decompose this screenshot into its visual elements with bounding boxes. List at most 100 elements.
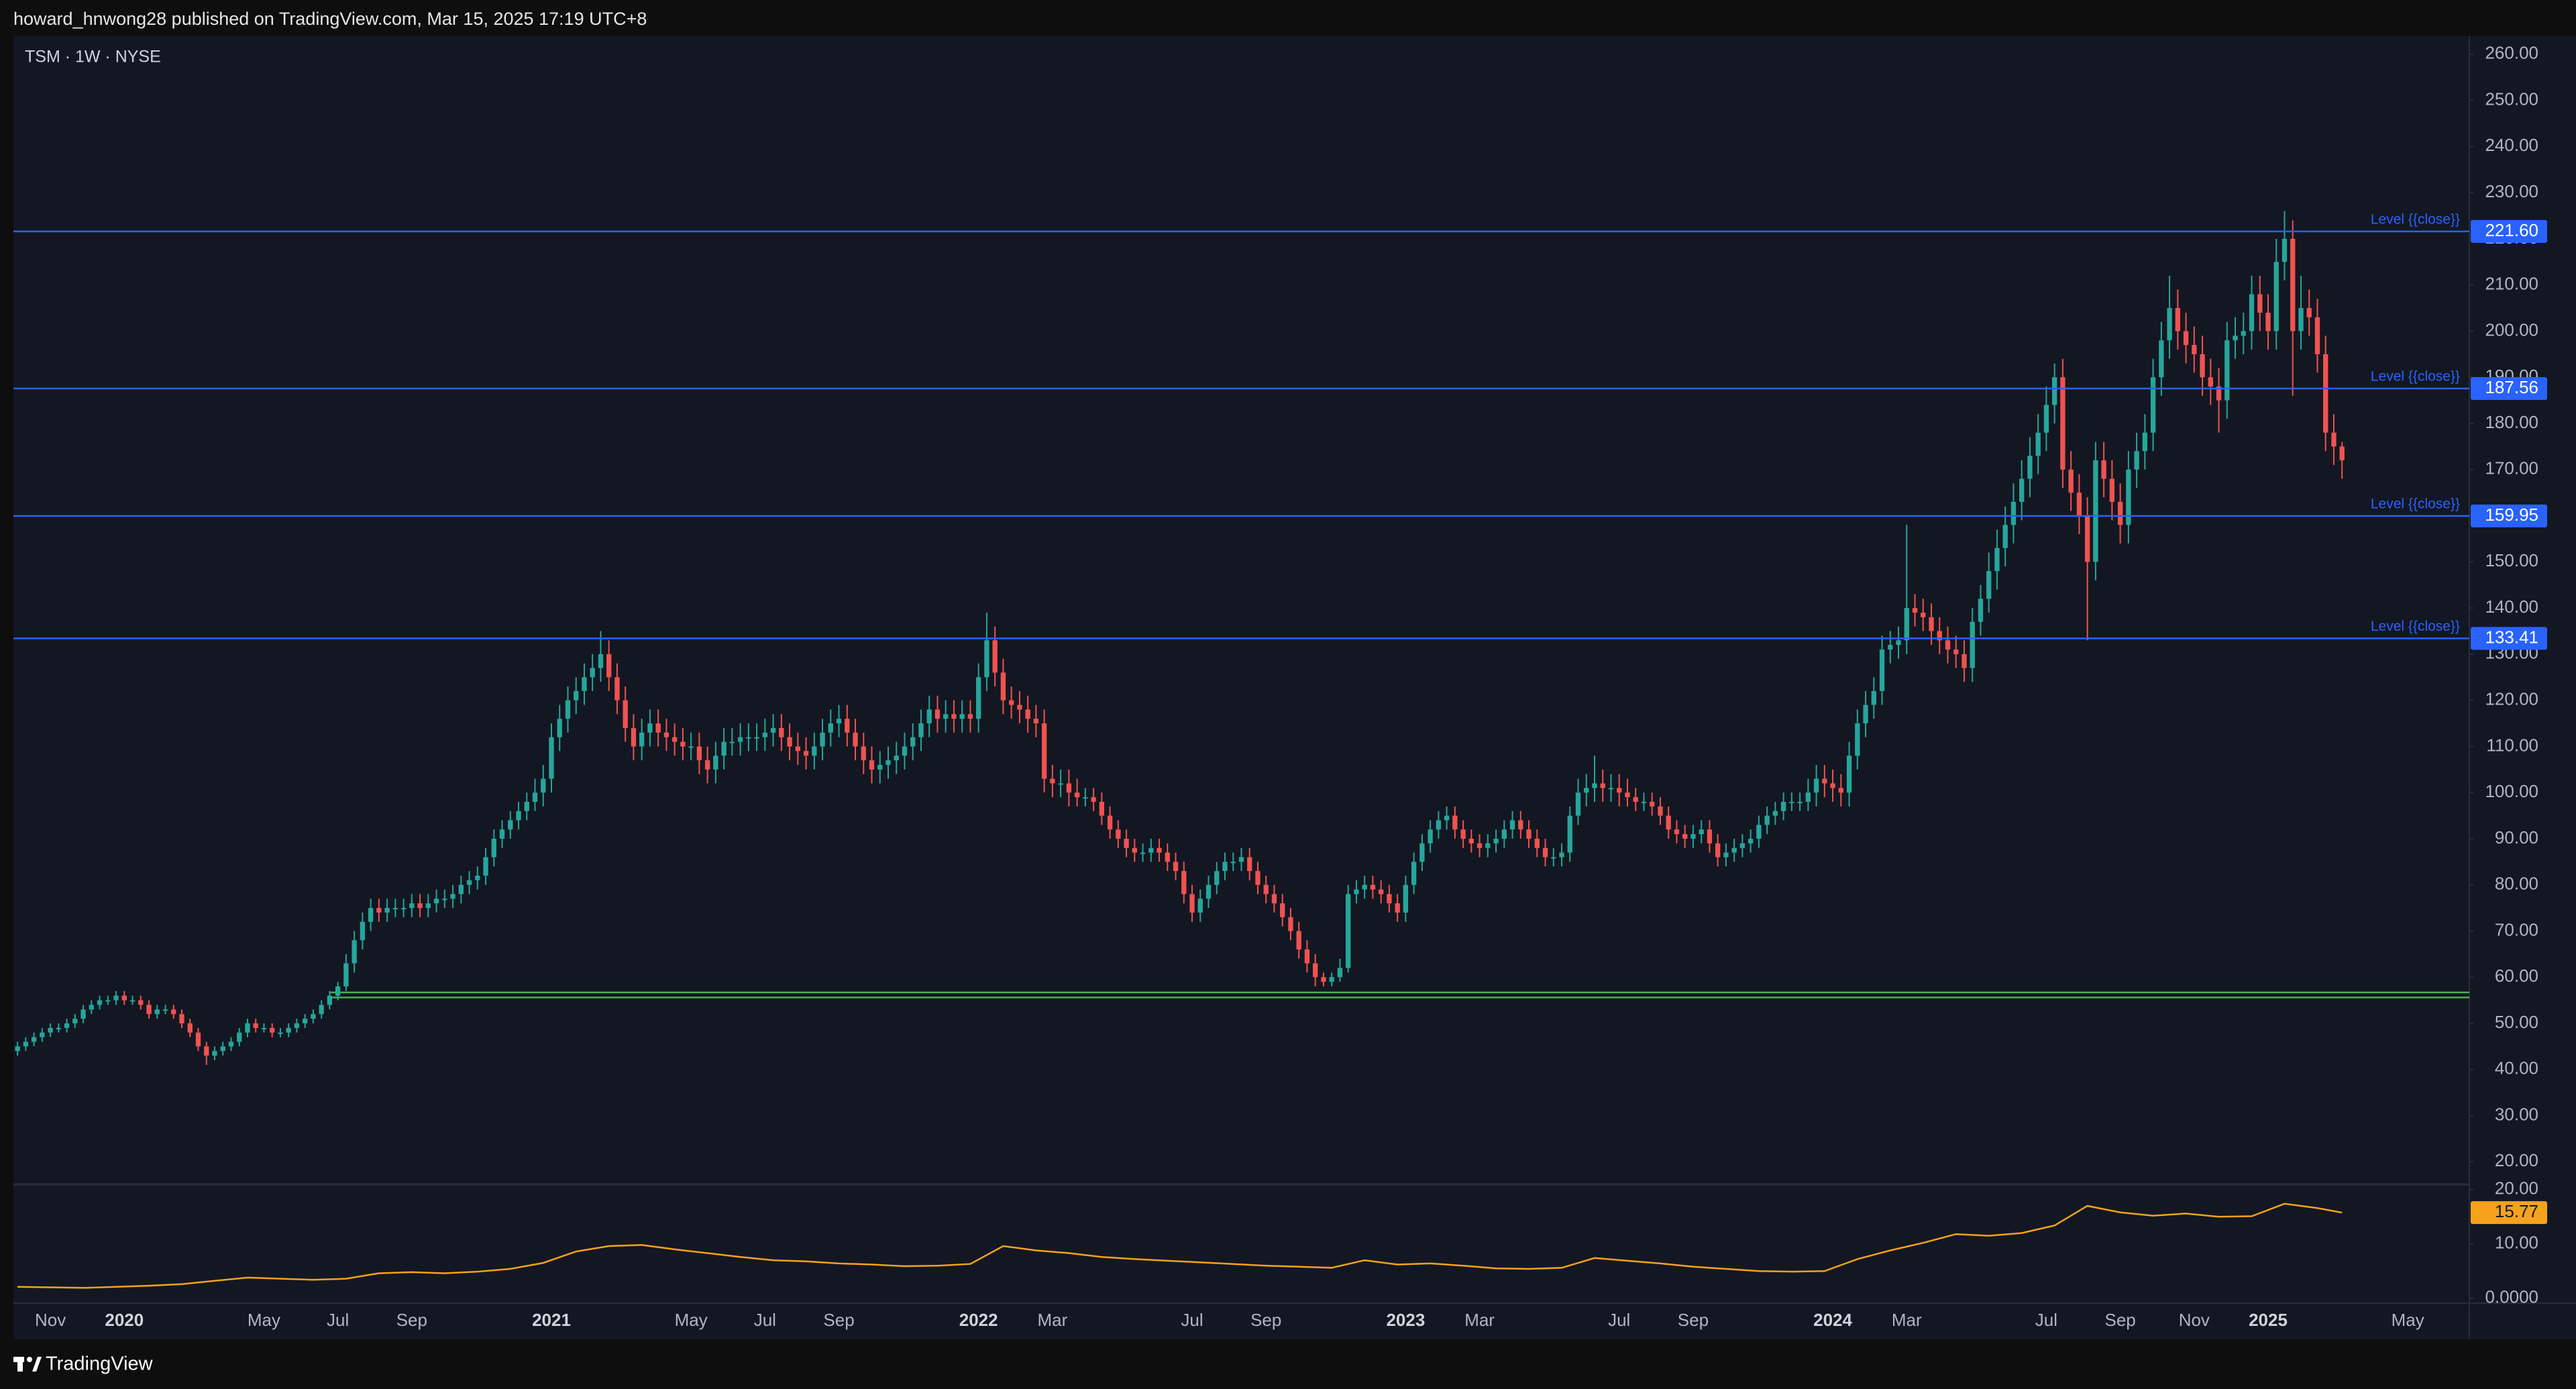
candle-body — [976, 677, 981, 719]
candle-body — [1403, 884, 1409, 913]
candle-body — [376, 908, 382, 913]
candle-body — [1912, 608, 1918, 613]
candle-body — [228, 1041, 234, 1047]
candle-body — [836, 719, 842, 724]
candle-body — [1017, 705, 1022, 710]
candle-body — [2233, 336, 2238, 341]
candle-body — [1444, 815, 1450, 821]
publish-info: howard_hnwong28 published on TradingView… — [13, 9, 647, 29]
candle-body — [1526, 829, 1532, 839]
candle-body — [1074, 792, 1080, 798]
candle-body — [1419, 843, 1425, 862]
indicator-axis-label: 10.00 — [2495, 1233, 2538, 1253]
candle-body — [1321, 977, 1326, 982]
price-label: 150.00 — [2485, 550, 2538, 570]
candle-body — [1978, 599, 1984, 622]
time-label: Nov — [35, 1310, 66, 1330]
candle-body — [48, 1027, 53, 1033]
candle-body — [1083, 797, 1088, 799]
candle-body — [2167, 308, 2172, 341]
candle-body — [2323, 354, 2328, 433]
candle-body — [1945, 640, 1951, 650]
candle-body — [1888, 645, 1893, 650]
candle-body — [598, 654, 604, 668]
candle-body — [1222, 862, 1228, 872]
candle-body — [1617, 788, 1622, 793]
candle-body — [663, 732, 669, 737]
logo-part — [27, 1357, 32, 1362]
candle-body — [1608, 788, 1614, 790]
candle-body — [516, 811, 521, 821]
candle-body — [1189, 894, 1195, 913]
candle-body — [1050, 778, 1055, 784]
candle-body — [2331, 432, 2337, 447]
candle-body — [286, 1027, 291, 1033]
candle-body — [1247, 857, 1252, 872]
candle-body — [1518, 820, 1523, 830]
candle-body — [688, 746, 694, 748]
candle-body — [1822, 778, 1827, 784]
candle-body — [1789, 801, 1794, 803]
candle-body — [943, 714, 949, 719]
candle-body — [425, 903, 431, 909]
candle-body — [967, 714, 973, 719]
candle-body — [1625, 792, 1630, 798]
candle-body — [2134, 451, 2139, 470]
candle-body — [1140, 852, 1146, 854]
candle-body — [1362, 884, 1367, 890]
price-label: 20.00 — [2495, 1150, 2538, 1170]
candle-body — [1477, 843, 1483, 848]
candle-body — [1255, 871, 1260, 885]
price-label: 180.00 — [2485, 412, 2538, 432]
candle-body — [1756, 825, 1762, 839]
candle-body — [877, 764, 883, 770]
candle-body — [1871, 690, 1876, 705]
candle-body — [934, 709, 941, 719]
candle-body — [2043, 405, 2049, 433]
candle-body — [1501, 829, 1507, 839]
level-price: 221.60 — [2485, 220, 2538, 240]
candle-body — [1650, 801, 1655, 807]
candle-body — [458, 884, 464, 894]
price-label: 260.00 — [2485, 43, 2538, 63]
candle-body — [1739, 843, 1746, 848]
candle-body — [1904, 608, 1909, 641]
level-text: Level {{close}} — [2371, 211, 2460, 227]
candle-body — [2051, 377, 2057, 405]
candle-body — [1436, 820, 1442, 830]
candle-body — [2068, 469, 2074, 493]
candle-body — [1280, 903, 1285, 917]
candle-body — [779, 727, 784, 737]
level-price: 187.56 — [2485, 377, 2538, 397]
candle-body — [40, 1032, 45, 1037]
candle-body — [845, 719, 850, 733]
candle-body — [253, 1023, 258, 1028]
candle-body — [343, 963, 349, 987]
candle-body — [1723, 852, 1729, 858]
candle-body — [2290, 238, 2296, 331]
candle-body — [1674, 829, 1680, 835]
candle-body — [1707, 829, 1713, 843]
candle-body — [1378, 889, 1384, 894]
indicator-line — [17, 1202, 2343, 1289]
candle-body — [992, 640, 998, 673]
candle-body — [2265, 312, 2271, 331]
indicator-last-value: 15.77 — [2495, 1201, 2538, 1221]
candle-body — [2002, 525, 2008, 548]
candle-body — [762, 732, 768, 737]
level-price: 159.95 — [2485, 505, 2538, 525]
candle-body — [433, 898, 439, 904]
candle-body — [261, 1027, 267, 1029]
candle-body — [803, 751, 809, 756]
candle-body — [121, 995, 127, 1000]
candle-body — [639, 732, 645, 747]
candle-body — [795, 746, 800, 752]
candle-body — [853, 732, 858, 747]
candle-body — [787, 737, 792, 747]
price-label: 200.00 — [2485, 319, 2538, 340]
candle-body — [1230, 862, 1236, 864]
candle-body — [1214, 871, 1220, 885]
candle-body — [1641, 801, 1647, 803]
candle-body — [1058, 783, 1063, 785]
candle-body — [828, 723, 833, 733]
